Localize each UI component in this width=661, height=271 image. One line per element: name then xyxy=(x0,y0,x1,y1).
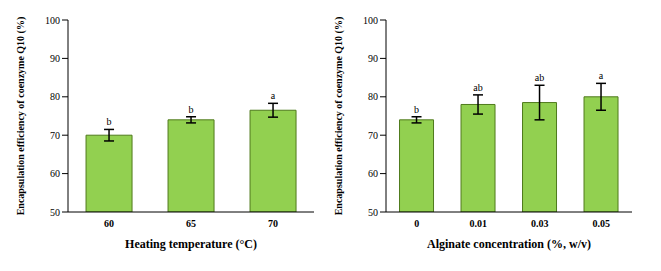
svg-text:b: b xyxy=(414,104,419,115)
svg-text:70: 70 xyxy=(268,218,278,229)
svg-text:70: 70 xyxy=(50,130,60,141)
svg-text:60: 60 xyxy=(368,168,378,179)
svg-text:Alginate concentration (%, w/v: Alginate concentration (%, w/v) xyxy=(427,237,591,251)
svg-text:100: 100 xyxy=(363,15,378,26)
svg-text:90: 90 xyxy=(368,53,378,64)
svg-text:a: a xyxy=(271,90,276,101)
svg-text:b: b xyxy=(189,104,194,115)
svg-text:65: 65 xyxy=(186,218,196,229)
svg-text:60: 60 xyxy=(104,218,114,229)
svg-text:Heating temperature (°C): Heating temperature (°C) xyxy=(125,237,257,251)
svg-text:50: 50 xyxy=(368,207,378,218)
svg-text:80: 80 xyxy=(50,91,60,102)
svg-text:90: 90 xyxy=(50,53,60,64)
svg-text:80: 80 xyxy=(368,91,378,102)
svg-text:70: 70 xyxy=(368,130,378,141)
svg-text:a: a xyxy=(599,70,604,81)
svg-text:0.01: 0.01 xyxy=(470,218,488,229)
svg-text:100: 100 xyxy=(45,15,60,26)
svg-text:b: b xyxy=(107,116,112,127)
svg-text:ab: ab xyxy=(473,82,482,93)
svg-text:50: 50 xyxy=(50,207,60,218)
svg-text:Encapsulation efficiency of co: Encapsulation efficiency of coenzyme Q10… xyxy=(15,17,27,216)
svg-text:0: 0 xyxy=(414,218,419,229)
svg-text:ab: ab xyxy=(535,72,544,83)
svg-text:0.05: 0.05 xyxy=(593,218,611,229)
svg-text:0.03: 0.03 xyxy=(531,218,549,229)
svg-text:Encapsulation efficiency of co: Encapsulation efficiency of coenzyme Q10… xyxy=(333,17,345,216)
svg-text:60: 60 xyxy=(50,168,60,179)
